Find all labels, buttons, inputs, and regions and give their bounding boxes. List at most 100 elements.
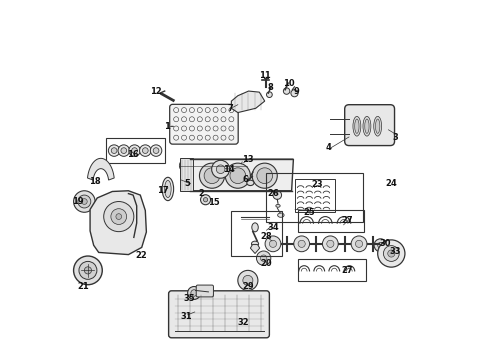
Circle shape xyxy=(265,236,281,252)
Text: 30: 30 xyxy=(380,239,392,248)
Circle shape xyxy=(188,287,200,300)
Text: 4: 4 xyxy=(325,143,331,152)
Ellipse shape xyxy=(214,161,220,170)
Ellipse shape xyxy=(242,161,247,170)
FancyBboxPatch shape xyxy=(344,105,394,145)
Circle shape xyxy=(256,251,271,265)
Text: 33: 33 xyxy=(390,247,401,256)
Circle shape xyxy=(200,195,211,205)
Text: 17: 17 xyxy=(157,185,169,194)
Text: 2: 2 xyxy=(198,189,204,198)
Circle shape xyxy=(322,236,338,252)
Circle shape xyxy=(132,148,137,153)
Ellipse shape xyxy=(165,180,171,198)
Text: 15: 15 xyxy=(208,198,220,207)
Bar xyxy=(266,173,363,222)
Circle shape xyxy=(140,145,151,156)
Circle shape xyxy=(108,145,120,156)
Ellipse shape xyxy=(251,241,259,247)
Text: 22: 22 xyxy=(136,251,147,260)
Ellipse shape xyxy=(278,213,284,217)
Ellipse shape xyxy=(252,223,258,232)
Bar xyxy=(298,259,366,281)
Circle shape xyxy=(238,270,258,291)
Text: 6: 6 xyxy=(243,175,248,184)
Circle shape xyxy=(74,191,95,212)
Circle shape xyxy=(225,163,250,188)
Bar xyxy=(298,211,365,232)
Text: 28: 28 xyxy=(260,232,271,241)
Text: 24: 24 xyxy=(386,179,397,188)
Circle shape xyxy=(294,236,310,252)
Circle shape xyxy=(84,267,92,274)
Circle shape xyxy=(116,214,122,220)
Ellipse shape xyxy=(374,116,382,136)
Ellipse shape xyxy=(355,119,359,134)
Circle shape xyxy=(243,275,253,285)
Circle shape xyxy=(121,148,126,153)
Text: 27: 27 xyxy=(342,216,353,225)
Circle shape xyxy=(111,148,117,153)
Ellipse shape xyxy=(247,180,254,185)
Circle shape xyxy=(327,240,334,247)
Text: 8: 8 xyxy=(267,83,273,92)
Bar xyxy=(231,211,282,256)
Polygon shape xyxy=(90,191,147,255)
Ellipse shape xyxy=(207,161,213,170)
Text: 31: 31 xyxy=(180,312,192,321)
Polygon shape xyxy=(180,158,193,192)
Circle shape xyxy=(355,240,363,247)
Circle shape xyxy=(270,240,276,247)
Circle shape xyxy=(199,163,224,188)
Circle shape xyxy=(388,250,395,257)
Text: 23: 23 xyxy=(312,180,323,189)
Text: 29: 29 xyxy=(242,282,254,291)
Ellipse shape xyxy=(162,177,173,201)
Circle shape xyxy=(267,92,272,98)
Circle shape xyxy=(351,236,367,252)
Text: 27: 27 xyxy=(342,266,353,275)
Ellipse shape xyxy=(375,119,380,134)
Text: 18: 18 xyxy=(89,177,101,186)
FancyBboxPatch shape xyxy=(170,104,238,144)
Circle shape xyxy=(374,239,387,252)
Text: 26: 26 xyxy=(267,189,279,198)
Circle shape xyxy=(81,199,87,204)
Text: 10: 10 xyxy=(283,80,294,89)
Polygon shape xyxy=(88,158,114,180)
Text: 13: 13 xyxy=(242,155,254,164)
Circle shape xyxy=(230,168,245,184)
Ellipse shape xyxy=(228,161,233,170)
Circle shape xyxy=(257,168,272,184)
Ellipse shape xyxy=(363,116,371,136)
Circle shape xyxy=(378,240,405,267)
Text: 1: 1 xyxy=(164,122,170,131)
Ellipse shape xyxy=(276,204,280,207)
Text: 11: 11 xyxy=(259,71,270,80)
Bar xyxy=(106,138,165,163)
Circle shape xyxy=(291,90,298,97)
Ellipse shape xyxy=(235,161,240,170)
Circle shape xyxy=(191,290,197,296)
Circle shape xyxy=(74,256,102,285)
Circle shape xyxy=(118,145,129,156)
Circle shape xyxy=(79,261,97,279)
Text: 20: 20 xyxy=(260,259,271,268)
Text: 35: 35 xyxy=(184,294,195,303)
Circle shape xyxy=(111,209,126,225)
Text: 5: 5 xyxy=(185,179,191,188)
Circle shape xyxy=(153,148,159,153)
Circle shape xyxy=(143,148,148,153)
Circle shape xyxy=(378,242,383,248)
Ellipse shape xyxy=(220,161,226,170)
Text: 12: 12 xyxy=(150,86,162,95)
Circle shape xyxy=(273,191,282,199)
Bar xyxy=(295,179,335,212)
Circle shape xyxy=(216,165,225,174)
Circle shape xyxy=(104,202,134,231)
Circle shape xyxy=(252,163,277,188)
Text: 7: 7 xyxy=(227,104,233,113)
Text: 19: 19 xyxy=(73,197,84,206)
Polygon shape xyxy=(250,244,260,253)
Text: 16: 16 xyxy=(127,150,139,159)
